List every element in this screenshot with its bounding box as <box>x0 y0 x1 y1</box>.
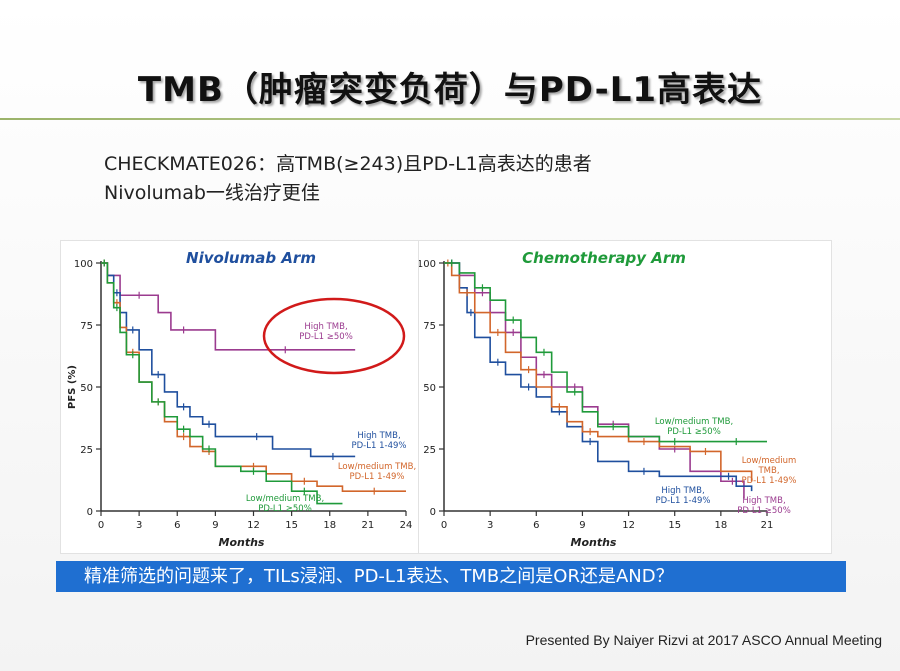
chemotherapy-chart-panel: 0 25 50 75 100 0 3 6 9 12 15 18 21 Months Chemotherapy… <box>417 240 832 554</box>
series-annotation-label: PD-L1 1-49% <box>656 496 711 506</box>
series-annotation-label: Low/medium TMB, <box>246 494 324 504</box>
y-tick-label: 75 <box>423 321 436 332</box>
nivolumab-chart-panel: 0 25 50 75 100 0 3 6 9 12 15 18 21 24 Months PFS (%) Niv… <box>60 240 420 554</box>
x-tick-label: 0 <box>98 520 104 531</box>
series-annotation-label: High TMB, <box>661 486 704 496</box>
subtitle: CHECKMATE026：高TMB(≥243)且PD-L1高表达的患者 Nivo… <box>104 150 592 208</box>
y-tick-label: 50 <box>423 383 436 394</box>
series-annotation-label: PD-L1 ≥50% <box>299 332 353 342</box>
series-annotation-label: TMB, <box>757 466 779 476</box>
km-curve-series-3 <box>101 262 406 492</box>
x-tick-label: 24 <box>400 520 413 531</box>
y-tick-label: 75 <box>80 321 93 332</box>
y-tick-label: 25 <box>80 445 93 456</box>
x-tick-label: 6 <box>174 520 180 531</box>
series-annotation-label: High TMB, <box>304 322 347 332</box>
series-annotation-label: Low/medium TMB, <box>338 462 416 472</box>
title-divider <box>0 118 900 120</box>
x-tick-label: 18 <box>323 520 336 531</box>
question-banner: 精准筛选的问题来了，TILs浸润、PD-L1表达、TMB之间是OR还是AND？ <box>56 561 846 592</box>
subtitle-line-2: Nivolumab一线治疗更佳 <box>104 182 320 204</box>
y-tick-label: 0 <box>430 507 436 518</box>
series-annotation-label: PD-L1 1-49% <box>742 476 797 486</box>
series-annotation-label: High TMB, <box>357 431 400 441</box>
y-tick-label: 100 <box>419 259 436 270</box>
x-axis-label: Months <box>571 536 617 549</box>
nivolumab-km-chart: 0 25 50 75 100 0 3 6 9 12 15 18 21 24 Months PFS (%) Niv… <box>67 249 416 549</box>
km-curve-series-2 <box>101 262 356 458</box>
chemotherapy-km-chart: 0 25 50 75 100 0 3 6 9 12 15 18 21 Months Chemotherapy… <box>417 249 797 549</box>
x-axis-label: Months <box>219 536 265 549</box>
series-annotation-label: PD-L1 1-49% <box>350 472 405 482</box>
km-curve-series-4 <box>444 262 767 443</box>
series-annotation-label: PD-L1 ≥50% <box>737 506 791 516</box>
x-tick-label: 21 <box>362 520 375 531</box>
km-curve-series-4 <box>101 262 343 505</box>
x-tick-label: 12 <box>622 520 635 531</box>
x-tick-label: 6 <box>533 520 539 531</box>
series-annotation-label: Low/medium TMB, <box>655 417 733 427</box>
y-tick-label: 50 <box>80 383 93 394</box>
subtitle-line-1: CHECKMATE026：高TMB(≥243)且PD-L1高表达的患者 <box>104 153 592 175</box>
x-tick-label: 15 <box>668 520 681 531</box>
y-axis-label: PFS (%) <box>67 365 78 409</box>
km-curve-series-1 <box>444 262 745 499</box>
x-tick-label: 0 <box>441 520 447 531</box>
series-annotation-label: High TMB, <box>742 496 785 506</box>
series-annotation-label: Low/medium <box>742 456 797 466</box>
x-tick-label: 9 <box>579 520 585 531</box>
x-tick-label: 3 <box>136 520 142 531</box>
x-tick-label: 15 <box>285 520 298 531</box>
y-tick-label: 0 <box>87 507 93 518</box>
x-tick-label: 18 <box>714 520 727 531</box>
series-annotation-label: PD-L1 ≥50% <box>667 427 721 437</box>
x-tick-label: 9 <box>212 520 218 531</box>
x-tick-label: 12 <box>247 520 260 531</box>
series-annotation-label: PD-L1 1-49% <box>352 441 407 451</box>
x-tick-label: 3 <box>487 520 493 531</box>
chart-title: Chemotherapy Arm <box>522 249 686 267</box>
series-annotation-label: PD-L1 ≥50% <box>258 504 312 514</box>
presenter-credit: Presented By Naiyer Rizvi at 2017 ASCO A… <box>525 632 882 648</box>
y-tick-label: 100 <box>74 259 93 270</box>
slide-title: TMB（肿瘤突变负荷）与PD-L1高表达 <box>137 70 763 110</box>
km-curve-series-3 <box>444 262 753 482</box>
chart-title: Nivolumab Arm <box>186 249 316 267</box>
y-tick-label: 25 <box>423 445 436 456</box>
x-tick-label: 21 <box>761 520 774 531</box>
highlight-ellipse <box>262 297 406 375</box>
